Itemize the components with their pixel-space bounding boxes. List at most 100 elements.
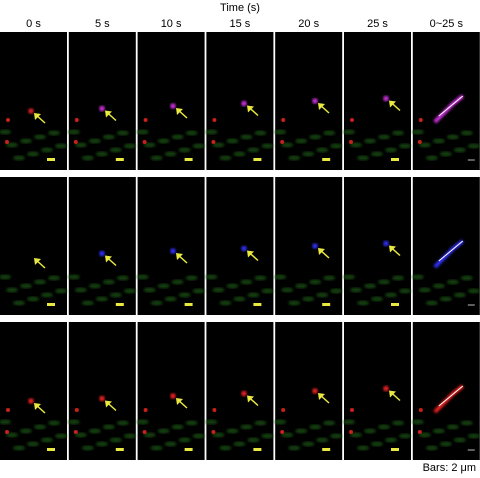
green-signal xyxy=(219,445,232,451)
green-signal xyxy=(371,151,383,157)
green-signal xyxy=(171,279,184,285)
red-cell xyxy=(280,140,285,144)
green-signal xyxy=(467,143,480,149)
green-signal xyxy=(116,130,129,136)
green-signal xyxy=(371,296,383,302)
green-signal xyxy=(392,130,404,136)
green-signal xyxy=(364,138,376,144)
green-signal xyxy=(13,155,25,161)
scale-bar xyxy=(115,448,124,451)
green-signal xyxy=(350,432,362,438)
red-cell xyxy=(142,430,147,434)
image-panel xyxy=(412,322,480,460)
green-signal xyxy=(399,288,411,294)
image-panel xyxy=(206,177,274,315)
green-signal xyxy=(81,445,94,451)
green-signal xyxy=(254,420,267,426)
green-signal xyxy=(88,428,101,434)
green-signal xyxy=(150,445,163,451)
scale-bar xyxy=(184,303,193,306)
green-signal xyxy=(233,296,246,302)
green-signal xyxy=(164,441,177,447)
green-signal xyxy=(460,420,473,426)
green-signal xyxy=(109,437,122,443)
red-cell xyxy=(281,118,286,122)
green-signal xyxy=(192,433,205,439)
green-signal xyxy=(150,155,163,161)
green-signal xyxy=(330,288,343,294)
image-panel xyxy=(0,32,67,170)
image-panel xyxy=(344,322,411,460)
arrow-head xyxy=(247,105,254,113)
green-signal xyxy=(323,420,336,426)
arrow-head xyxy=(318,103,325,110)
green-signal xyxy=(178,147,191,153)
green-signal xyxy=(432,428,445,434)
green-signal xyxy=(81,155,94,161)
red-cell xyxy=(5,140,9,144)
green-signal xyxy=(48,275,60,281)
green-signal xyxy=(219,300,232,306)
green-signal xyxy=(411,129,424,135)
arrow-head xyxy=(389,390,396,398)
red-cell xyxy=(418,118,423,122)
green-signal xyxy=(88,283,101,289)
green-signal xyxy=(136,274,149,280)
green-signal xyxy=(212,142,225,148)
green-signal xyxy=(350,142,362,148)
green-signal xyxy=(123,433,136,439)
green-signal xyxy=(418,142,431,148)
green-signal xyxy=(432,283,445,289)
red-cell xyxy=(212,408,217,412)
scale-note: Bars: 2 μm xyxy=(423,462,476,474)
green-signal xyxy=(20,428,32,434)
image-panel xyxy=(344,177,411,315)
green-signal xyxy=(205,274,218,280)
green-signal xyxy=(157,428,170,434)
green-signal xyxy=(418,432,431,438)
green-signal xyxy=(446,134,459,140)
red-cell xyxy=(281,408,286,412)
image-panel xyxy=(412,32,480,170)
green-signal xyxy=(323,275,336,281)
green-signal xyxy=(309,279,322,285)
image-panel xyxy=(137,32,205,170)
green-signal xyxy=(219,155,232,161)
green-signal xyxy=(20,138,32,144)
green-signal xyxy=(316,292,329,298)
column-label: 20 s xyxy=(298,18,319,30)
green-signal xyxy=(178,437,191,443)
green-signal xyxy=(102,134,115,140)
arrow-head xyxy=(105,110,112,118)
green-signal xyxy=(460,275,473,281)
green-signal xyxy=(192,143,205,149)
green-signal xyxy=(446,279,459,285)
green-signal xyxy=(143,432,156,438)
green-signal xyxy=(302,151,315,157)
green-signal xyxy=(0,274,11,280)
image-panel xyxy=(137,322,205,460)
green-signal xyxy=(316,437,329,443)
green-signal xyxy=(364,428,376,434)
green-signal xyxy=(143,287,156,293)
red-cell xyxy=(418,408,423,412)
green-signal xyxy=(439,441,452,447)
green-signal xyxy=(48,420,60,426)
green-signal xyxy=(205,419,218,425)
green-signal xyxy=(378,134,390,140)
image-panel xyxy=(275,32,343,170)
green-signal xyxy=(274,419,287,425)
red-cell xyxy=(6,408,10,412)
column-label: 0 s xyxy=(26,18,41,30)
red-cell xyxy=(349,430,353,434)
red-cell xyxy=(417,140,422,144)
green-signal xyxy=(123,143,136,149)
image-panel xyxy=(412,177,480,315)
green-signal xyxy=(95,151,108,157)
green-signal xyxy=(95,296,108,302)
column-label: 0~25 s xyxy=(430,18,464,30)
green-signal xyxy=(399,433,411,439)
arrow-head xyxy=(34,113,41,120)
green-signal xyxy=(136,129,149,135)
